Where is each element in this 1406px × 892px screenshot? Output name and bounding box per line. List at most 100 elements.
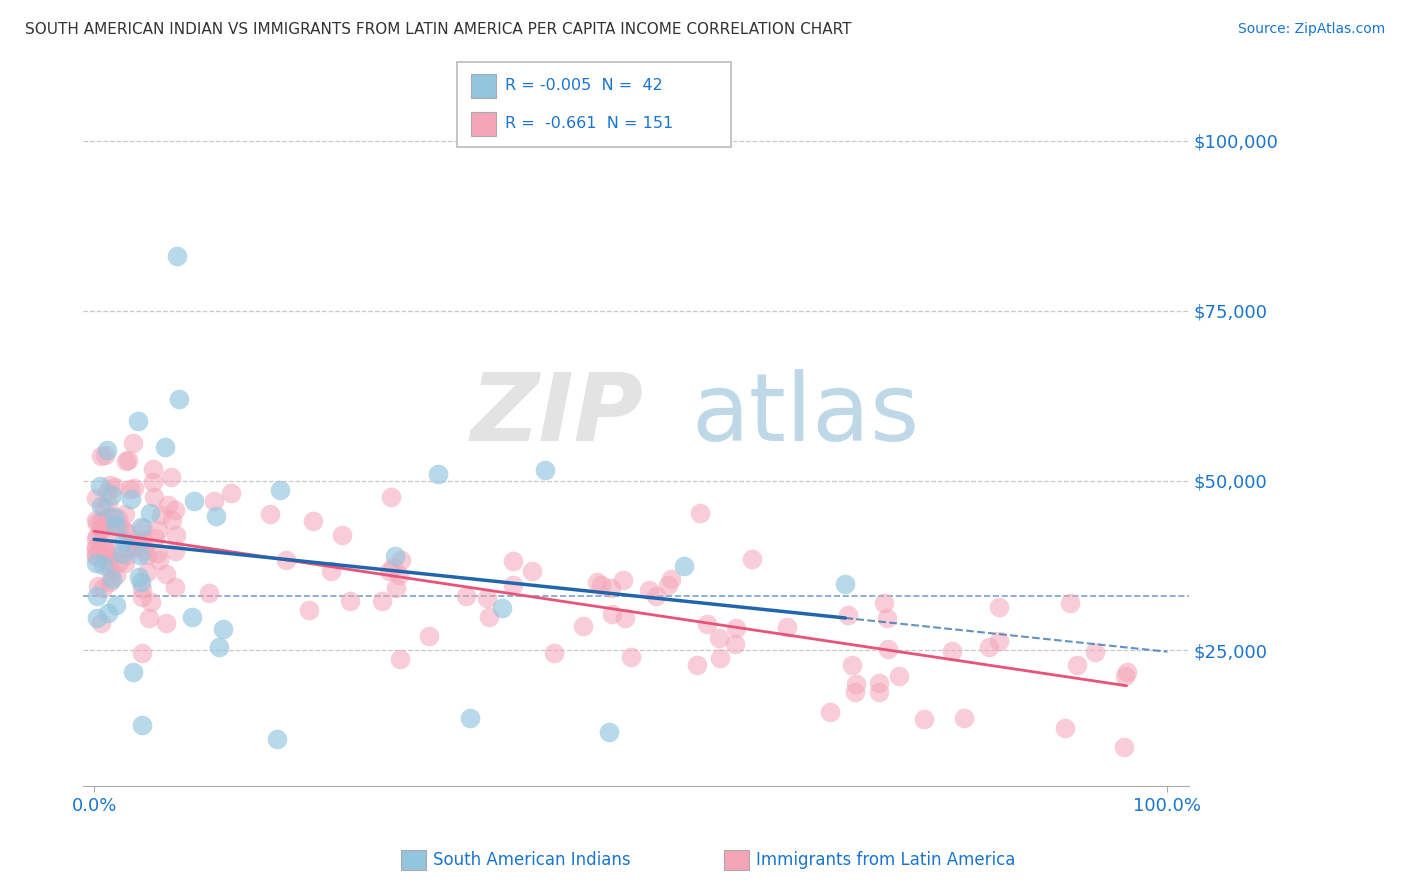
Point: [149, 508, 172, 522]
Point: [110, 519, 132, 533]
Point: [388, 568, 411, 582]
Point: [155, 616, 177, 631]
Point: [115, 453, 138, 467]
Point: [96, 545, 118, 559]
Point: [841, 658, 863, 673]
Point: [100, 564, 122, 578]
Point: [111, 548, 134, 562]
Point: [543, 646, 565, 660]
Point: [129, 536, 152, 550]
Point: [534, 463, 557, 477]
Point: [988, 600, 1011, 615]
Point: [212, 622, 235, 636]
Point: [837, 607, 859, 622]
Point: [141, 595, 163, 609]
Point: [163, 502, 186, 516]
Point: [1112, 740, 1135, 755]
Point: [638, 583, 661, 598]
Point: [91, 548, 114, 562]
Point: [166, 249, 188, 263]
Point: [97, 552, 120, 566]
Point: [138, 611, 160, 625]
Point: [90, 616, 112, 631]
Point: [91, 581, 114, 595]
Point: [117, 541, 139, 555]
Point: [389, 651, 412, 665]
Point: [142, 475, 165, 489]
Point: [160, 513, 183, 527]
Point: [689, 506, 711, 520]
Point: [122, 481, 145, 495]
Point: [131, 521, 153, 535]
Point: [371, 594, 394, 608]
Point: [205, 509, 228, 524]
Point: [128, 548, 150, 562]
Point: [127, 414, 149, 428]
Point: [707, 631, 730, 645]
Point: [202, 494, 225, 508]
Point: [269, 483, 291, 497]
Point: [115, 548, 138, 562]
Point: [132, 543, 155, 558]
Point: [90, 499, 112, 513]
Point: [84, 513, 107, 527]
Point: [589, 578, 612, 592]
Point: [845, 677, 868, 691]
Text: Immigrants from Latin America: Immigrants from Latin America: [756, 851, 1015, 869]
Point: [97, 497, 120, 511]
Point: [90, 522, 112, 536]
Point: [620, 650, 643, 665]
Point: [818, 706, 841, 720]
Point: [155, 566, 177, 581]
Point: [86, 529, 108, 543]
Point: [873, 596, 896, 610]
Point: [181, 610, 204, 624]
Point: [101, 518, 124, 533]
Point: [522, 564, 544, 578]
Point: [686, 658, 709, 673]
Point: [120, 491, 142, 506]
Point: [122, 436, 145, 450]
Text: R = -0.005  N =  42: R = -0.005 N = 42: [505, 78, 662, 93]
Point: [125, 535, 148, 549]
Point: [84, 556, 107, 570]
Point: [103, 509, 125, 524]
Point: [93, 516, 115, 531]
Point: [491, 601, 513, 615]
Point: [104, 480, 127, 494]
Point: [644, 589, 666, 603]
Point: [572, 619, 595, 633]
Point: [709, 651, 731, 665]
Point: [844, 684, 866, 698]
Point: [108, 555, 131, 569]
Point: [114, 507, 136, 521]
Text: atlas: atlas: [692, 369, 920, 461]
Point: [599, 581, 621, 595]
Point: [456, 589, 478, 603]
Point: [98, 574, 121, 589]
Text: SOUTH AMERICAN INDIAN VS IMMIGRANTS FROM LATIN AMERICA PER CAPITA INCOME CORRELA: SOUTH AMERICAN INDIAN VS IMMIGRANTS FROM…: [25, 22, 852, 37]
Point: [478, 609, 501, 624]
Point: [115, 526, 138, 541]
Point: [129, 574, 152, 589]
Point: [86, 516, 108, 531]
Point: [136, 548, 159, 562]
Point: [84, 491, 107, 505]
Point: [1115, 665, 1137, 679]
Point: [101, 488, 124, 502]
Point: [477, 591, 499, 606]
Text: ZIP: ZIP: [470, 369, 643, 461]
Point: [136, 566, 159, 580]
Point: [131, 582, 153, 596]
Point: [98, 478, 121, 492]
Point: [385, 581, 408, 595]
Point: [165, 528, 187, 542]
Point: [673, 559, 696, 574]
Point: [131, 590, 153, 604]
Point: [219, 486, 242, 500]
Point: [122, 665, 145, 679]
Point: [104, 598, 127, 612]
Point: [384, 549, 406, 564]
Point: [724, 621, 747, 635]
Point: [380, 491, 402, 505]
